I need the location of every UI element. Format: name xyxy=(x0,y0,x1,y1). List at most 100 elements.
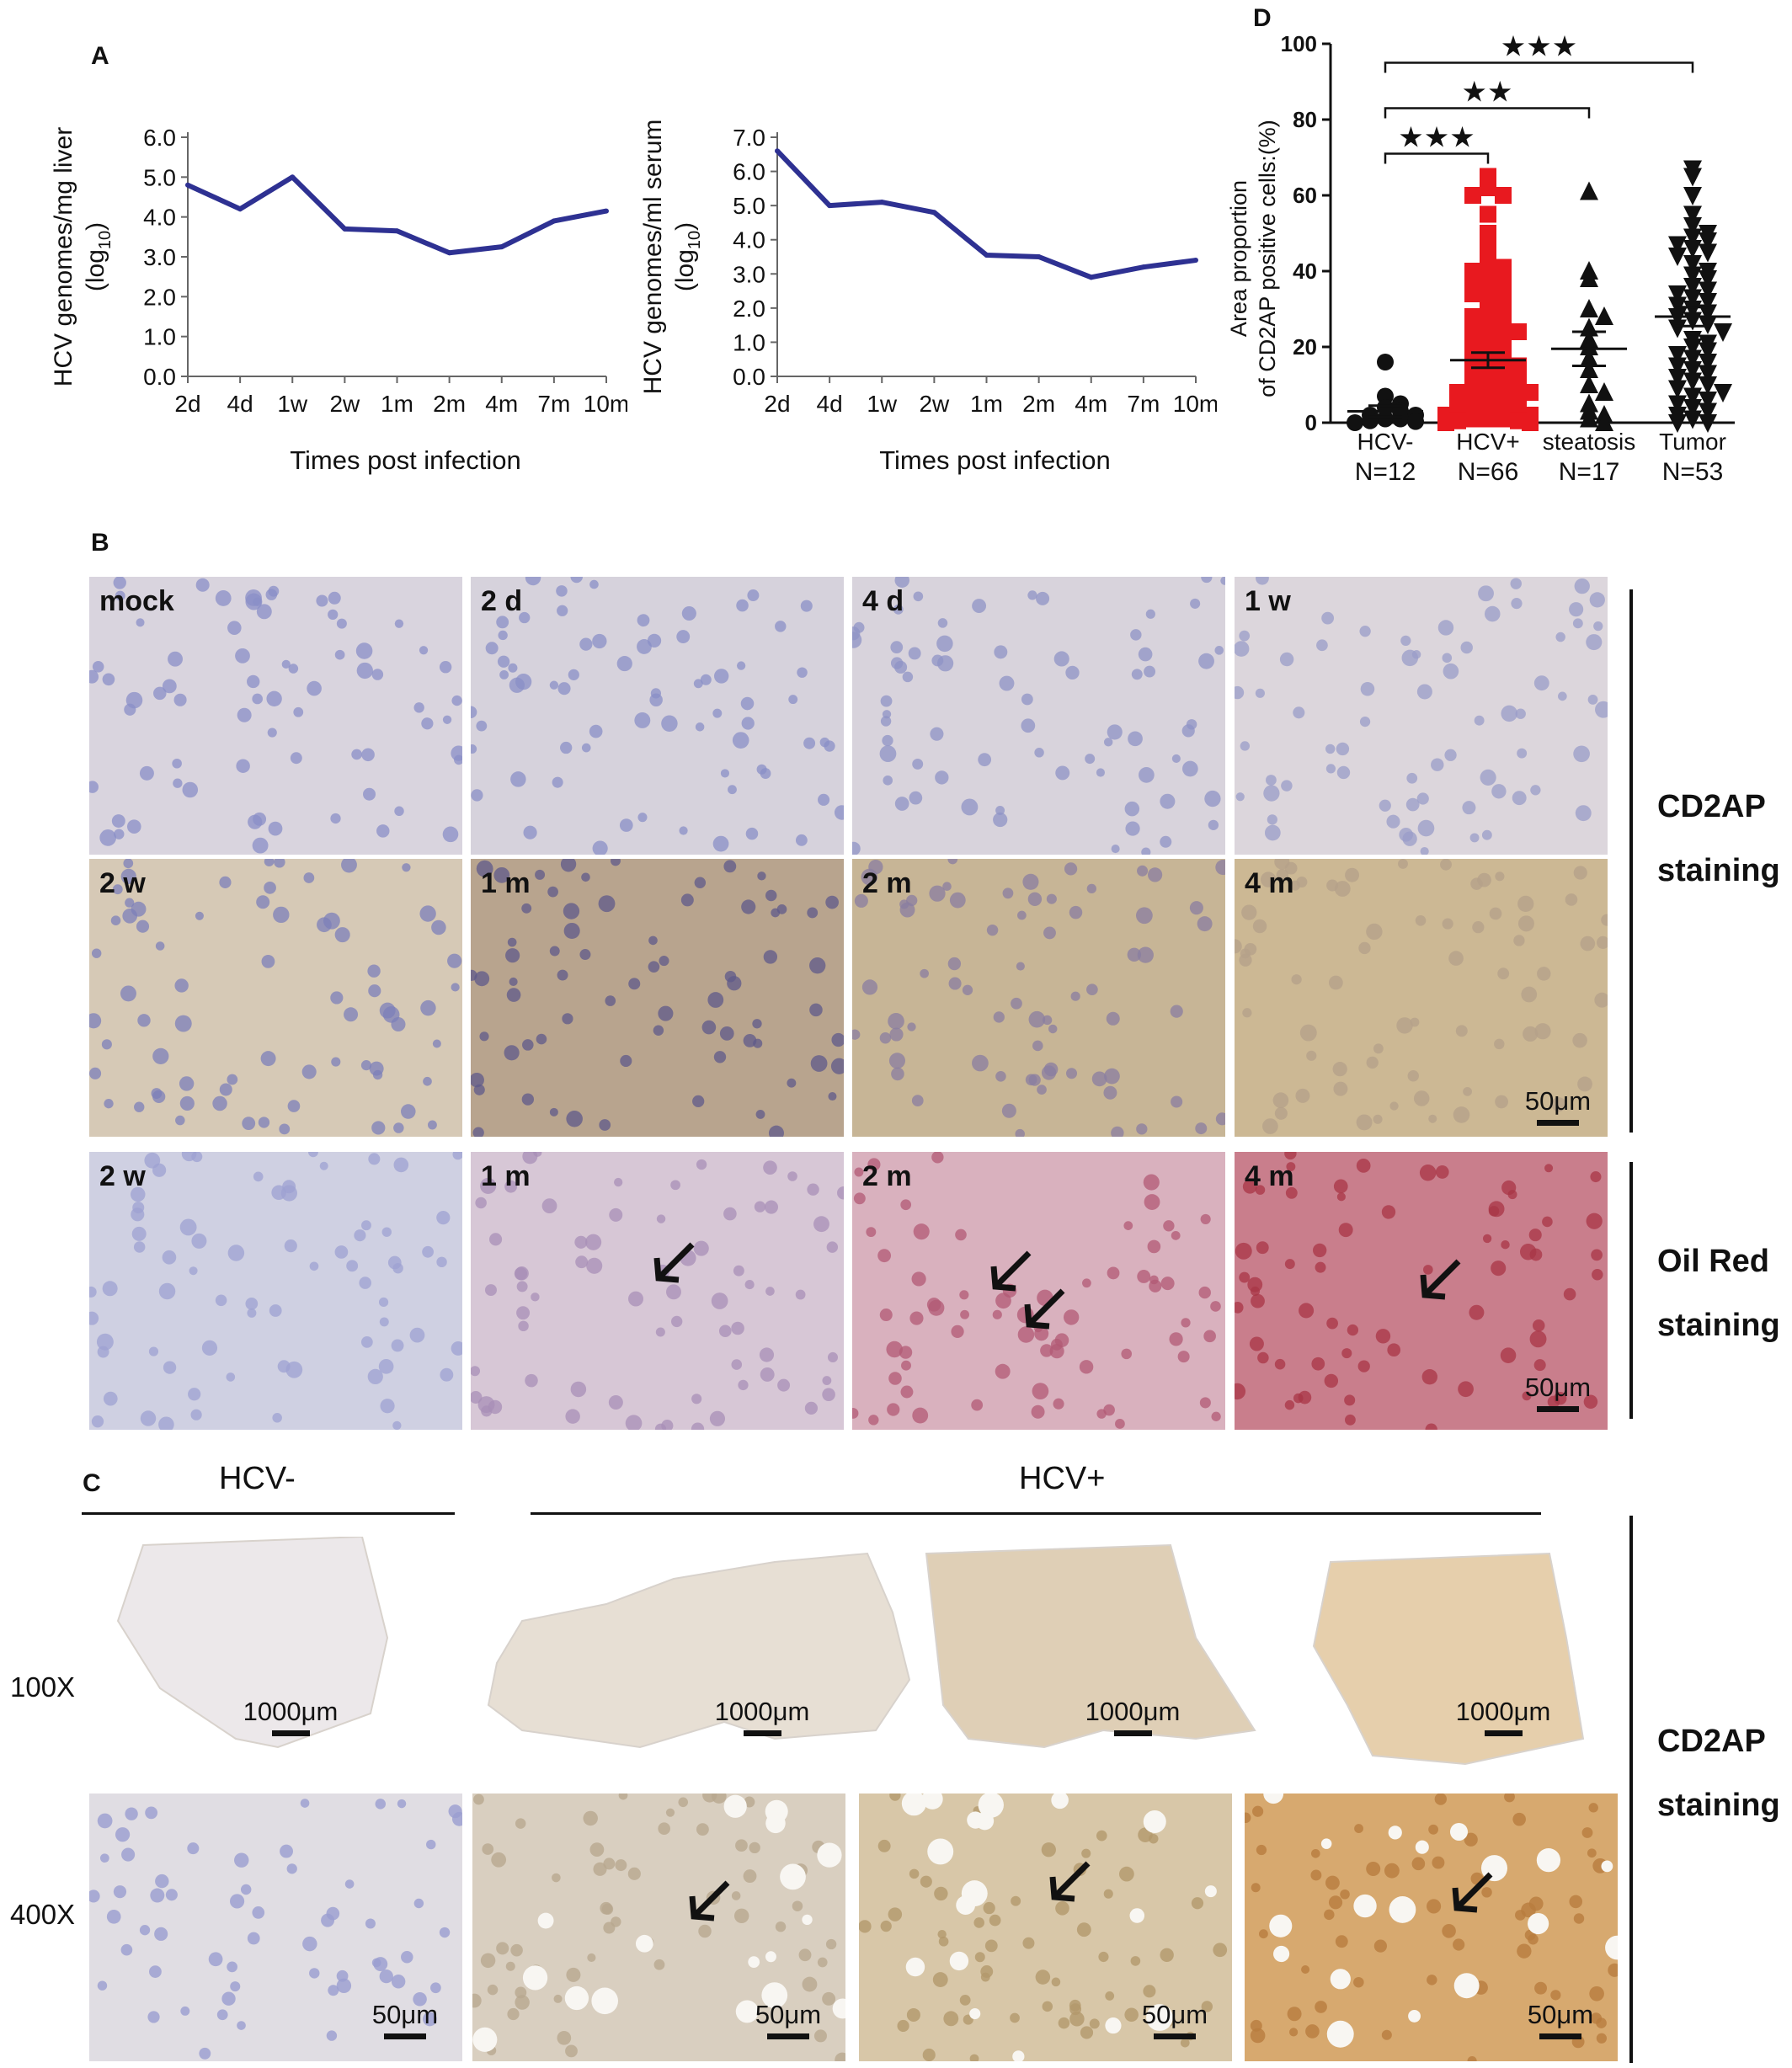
arrow-icon xyxy=(1420,1259,1461,1300)
nucleus xyxy=(1405,797,1420,812)
nucleus xyxy=(693,1240,709,1256)
nucleus xyxy=(909,1868,920,1879)
nucleus xyxy=(402,863,411,872)
nucleus xyxy=(1016,962,1025,971)
y-tick-label: 20 xyxy=(1293,334,1317,360)
nucleus xyxy=(136,618,145,627)
nucleus xyxy=(1021,718,1036,733)
nucleus xyxy=(795,1289,806,1300)
nucleus xyxy=(1347,1324,1359,1336)
nucleus xyxy=(260,1051,276,1067)
nucleus xyxy=(1572,618,1583,629)
nucleus xyxy=(695,722,705,732)
nucleus xyxy=(1373,1114,1383,1124)
nucleus xyxy=(1511,598,1523,610)
x-tick-label: 7m xyxy=(537,391,570,417)
nucleus xyxy=(1299,1024,1317,1042)
nucleus xyxy=(1573,745,1590,763)
nucleus xyxy=(592,633,607,649)
nucleus xyxy=(1235,792,1245,802)
nucleus xyxy=(165,1889,178,1901)
nucleus xyxy=(932,1972,948,1987)
nucleus xyxy=(1555,632,1565,642)
nucleus xyxy=(1252,1805,1264,1817)
nucleus xyxy=(247,1308,257,1318)
nucleus xyxy=(649,693,663,706)
tissue-texture xyxy=(471,1152,844,1430)
scale-bar-label: 1000μm xyxy=(1455,1697,1551,1726)
nucleus xyxy=(522,1152,538,1165)
nucleus xyxy=(1049,1344,1064,1359)
tissue-texture xyxy=(89,1799,462,2060)
nucleus xyxy=(1431,758,1444,771)
nucleus xyxy=(951,1324,964,1339)
nucleus xyxy=(1260,871,1277,887)
nucleus xyxy=(256,895,270,909)
lipid-droplet xyxy=(1536,1848,1561,1873)
nucleus xyxy=(974,1952,985,1963)
y-tick-label: 7.0 xyxy=(733,125,765,151)
nucleus xyxy=(1245,1812,1251,1824)
nucleus xyxy=(1285,1186,1298,1199)
nucleus xyxy=(1532,1319,1545,1332)
nucleus xyxy=(1467,2055,1477,2061)
nucleus xyxy=(216,2009,228,2021)
nucleus xyxy=(583,1810,598,1826)
nucleus xyxy=(581,872,590,882)
nucleus xyxy=(334,927,350,943)
nucleus xyxy=(992,1309,1002,1319)
nucleus xyxy=(1235,1301,1244,1314)
nucleus xyxy=(531,1292,540,1302)
nucleus xyxy=(174,1015,192,1032)
nucleus xyxy=(736,599,749,612)
nucleus xyxy=(1041,1065,1057,1080)
nucleus xyxy=(89,1286,97,1298)
nucleus xyxy=(334,1245,349,1259)
nucleus xyxy=(889,1027,904,1042)
nucleus xyxy=(552,1873,561,1883)
nucleus xyxy=(1310,1848,1320,1858)
nucleus xyxy=(96,1333,114,1351)
nucleus xyxy=(1358,941,1371,955)
nucleus xyxy=(1563,1287,1576,1301)
data-point xyxy=(1668,380,1687,399)
nucleus xyxy=(648,935,658,946)
nucleus xyxy=(1360,681,1375,696)
nucleus xyxy=(179,1076,195,1091)
nucleus xyxy=(267,728,277,738)
nucleus xyxy=(1266,775,1277,786)
data-point xyxy=(1464,410,1481,428)
nucleus xyxy=(1148,1833,1159,1844)
nucleus xyxy=(1484,605,1501,622)
nucleus xyxy=(1082,1278,1091,1288)
lipid-droplet xyxy=(905,1957,925,1977)
micrograph-tile: 2 w xyxy=(89,1152,462,1430)
x-tick-label: 2d xyxy=(174,391,200,417)
nucleus xyxy=(1413,1090,1430,1106)
nucleus xyxy=(922,2048,936,2061)
x-tick-label: 4m xyxy=(485,391,518,417)
data-point xyxy=(1668,357,1687,376)
nucleus xyxy=(1251,1883,1261,1893)
lipid-droplet xyxy=(1605,1935,1618,1960)
nucleus xyxy=(888,1013,904,1030)
lipid-droplet xyxy=(1012,2050,1025,2061)
nucleus xyxy=(653,1025,664,1036)
nucleus xyxy=(929,885,946,902)
nucleus xyxy=(89,1013,102,1029)
nucleus xyxy=(1440,859,1452,871)
nucleus xyxy=(886,1340,903,1358)
nucleus xyxy=(1356,1114,1373,1131)
micrograph-400x xyxy=(1245,1794,1618,2061)
nucleus xyxy=(713,1051,727,1063)
nucleus xyxy=(1149,1279,1162,1292)
nucleus xyxy=(1528,1229,1542,1242)
lipid-droplet xyxy=(1453,1973,1480,1999)
tile-label: mock xyxy=(99,585,174,617)
nucleus xyxy=(1313,1243,1327,1258)
nucleus xyxy=(361,1220,371,1231)
nucleus xyxy=(1416,684,1432,700)
x-tick-label: 4d xyxy=(817,391,843,417)
nucleus xyxy=(634,712,651,728)
nucleus xyxy=(195,911,204,920)
